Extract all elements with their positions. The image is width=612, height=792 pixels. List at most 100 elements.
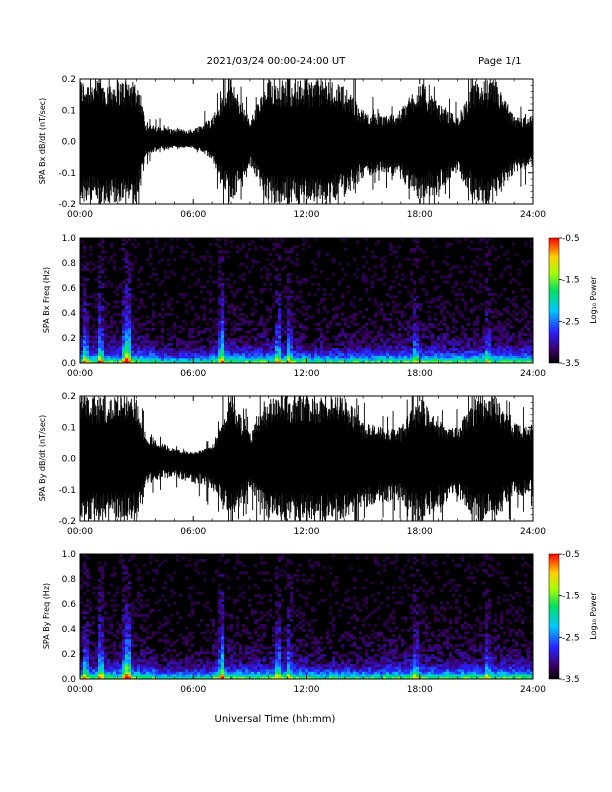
heatmap-cell [218,313,222,316]
heatmap-cell [260,611,264,615]
heatmap-cell [218,328,222,331]
heatmap-cell [191,320,195,324]
heatmap-cell [203,360,207,364]
heatmap-cell [293,298,297,301]
heatmap-cell [302,360,306,364]
heatmap-cell [284,571,288,575]
heatmap-cell [359,298,363,301]
heatmap-cell [104,323,108,326]
heatmap-cell [521,358,525,361]
heatmap-cell [332,350,336,354]
heatmap-cell [341,350,345,354]
heatmap-cell [218,285,222,289]
heatmap-cell [134,318,138,321]
heatmap-cell [170,576,174,580]
heatmap-cell [167,604,171,607]
heatmap-cell [491,293,495,296]
heatmap-cell [341,355,345,359]
heatmap-cell [176,360,180,364]
heatmap-cell [425,343,429,346]
heatmap-cell [506,298,510,301]
heatmap-cell [413,325,417,329]
heatmap-cell [218,601,222,605]
heatmap-cell [302,671,306,675]
heatmap-cell [200,619,204,622]
heatmap-cell [299,656,303,660]
heatmap-cell [527,300,531,304]
heatmap-cell [221,636,225,640]
heatmap-cell [491,350,495,354]
heatmap-cell [101,245,105,249]
heatmap-cell [380,265,384,269]
heatmap-cell [350,333,354,336]
heatmap-cell [233,644,237,647]
heatmap-cell [305,343,309,346]
heatmap-cell [149,554,153,557]
heatmap-cell [122,599,126,602]
heatmap-cell [101,646,105,650]
heatmap-cell [245,315,249,319]
x-tick-label: 00:00 [67,527,93,537]
heatmap-cell [314,353,318,356]
heatmap-cell [395,343,399,346]
heatmap-cell [446,280,450,284]
heatmap-cell [251,308,255,311]
heatmap-cell [218,644,222,647]
heatmap-cell [116,591,120,595]
heatmap-cell [368,298,372,301]
heatmap-cell [395,305,399,309]
heatmap-cell [215,571,219,575]
heatmap-cell [407,330,411,334]
heatmap-cell [491,310,495,314]
heatmap-cell [92,674,96,677]
heatmap-cell [221,340,225,344]
heatmap-cell [221,664,225,667]
heatmap-cell [389,248,393,251]
heatmap-cell [356,353,360,356]
x-tick-label: 00:00 [67,210,93,220]
heatmap-cell [470,350,474,354]
heatmap-cell [308,358,312,361]
heatmap-cell [518,353,522,356]
heatmap-cell [80,310,84,314]
heatmap-cell [290,599,294,602]
heatmap-cell [179,669,183,672]
heatmap-cell [92,616,96,620]
heatmap-cell [173,671,177,675]
heatmap-cell [80,644,84,647]
heatmap-cell [83,313,87,316]
heatmap-cell [389,253,393,256]
heatmap-cell [524,353,528,356]
heatmap-cell [389,325,393,329]
heatmap-cell [95,265,99,269]
heatmap-cell [125,584,129,587]
heatmap-cell [173,350,177,354]
heatmap-cell [104,676,108,680]
heatmap-cell [89,676,93,680]
heatmap-cell [476,328,480,331]
heatmap-cell [395,255,399,259]
heatmap-cell [113,664,117,667]
heatmap-cell [305,348,309,351]
heatmap-cell [239,350,243,354]
heatmap-cell [263,343,267,346]
heatmap-cell [137,594,141,597]
heatmap-cell [395,358,399,361]
heatmap-cell [359,328,363,331]
heatmap-cell [488,345,492,349]
heatmap-cell [251,654,255,657]
heatmap-cell [242,664,246,667]
heatmap-cell [137,576,141,580]
heatmap-cell [215,238,219,241]
heatmap-cell [260,343,264,346]
heatmap-cell [119,651,123,655]
heatmap-cell [257,571,261,575]
heatmap-cell [92,268,96,271]
heatmap-cell [530,260,534,264]
heatmap-cell [122,350,126,354]
heatmap-cell [122,639,126,642]
heatmap-cell [386,330,390,334]
heatmap-cell [440,333,444,336]
heatmap-cell [113,348,117,351]
heatmap-cell [347,355,351,359]
